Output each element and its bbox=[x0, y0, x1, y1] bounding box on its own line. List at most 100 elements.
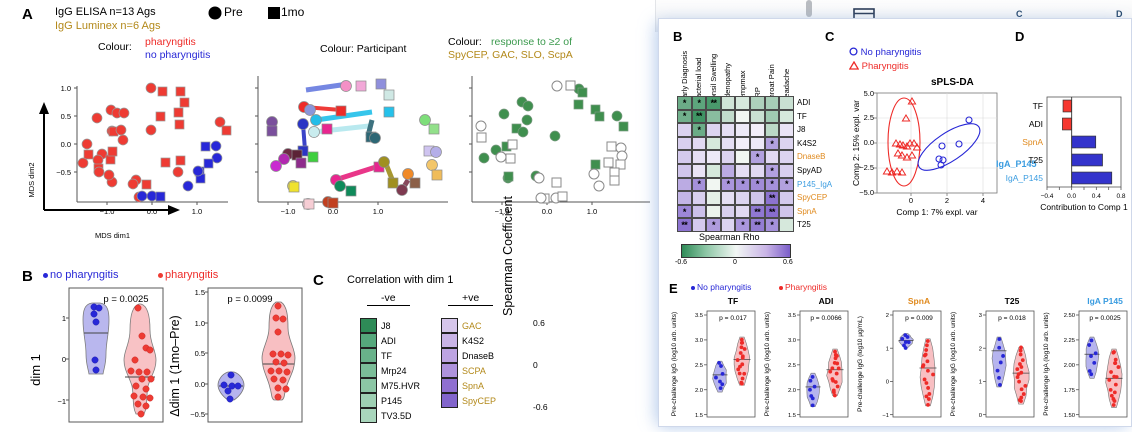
heatmap-cell: ** bbox=[677, 218, 692, 232]
heatmap-cell: * bbox=[735, 177, 750, 192]
violin-data-point bbox=[1113, 361, 1118, 366]
violin-data-point bbox=[926, 397, 931, 401]
panel-b-violin-delta-dim1: 1.5 1.0 0.5 0.0 −0.5 Δdim 1 (1mo–Pre) p = 0… bbox=[168, 287, 303, 423]
panel-c-splsda-letter: C bbox=[825, 29, 835, 44]
panel-e-pvalue: p = 0.017 bbox=[719, 315, 747, 322]
heatmap-cell bbox=[706, 163, 721, 178]
violin-data-point bbox=[738, 351, 743, 355]
panel-e-violin-plot: T25 3 2 1 0 Pre-challenge IgG (log10 arb. uni… bbox=[944, 295, 1037, 425]
violin-data-point bbox=[1015, 375, 1020, 380]
violin-data-point bbox=[998, 382, 1002, 387]
panel-a: A IgG ELISA n=13 Ags IgG Luminex n=6 Ags… bbox=[0, 0, 660, 255]
violin-data-point bbox=[720, 382, 725, 387]
violin-data-point bbox=[1089, 354, 1093, 358]
heatmap-cell bbox=[691, 191, 707, 205]
panel-e-ytick: 2.5 bbox=[695, 363, 703, 369]
violin-data-point bbox=[1017, 379, 1021, 384]
heatmap-cell bbox=[691, 163, 707, 178]
violin-data-point bbox=[1113, 382, 1118, 387]
panel-a1-colour-no-pharyngitis: no pharyngitis bbox=[145, 49, 211, 61]
onemo-marker-icon bbox=[268, 7, 280, 19]
panel-c-scalebar-label: Spearman Coefficient bbox=[501, 196, 515, 316]
violin-data-point bbox=[810, 375, 815, 379]
panel-b-violin1-ylabel: dim 1 bbox=[28, 354, 43, 386]
heatmap-cell bbox=[720, 150, 736, 164]
violin-data-point bbox=[1107, 378, 1112, 382]
heatmap-cell bbox=[720, 218, 736, 232]
heatmap-cell: * bbox=[706, 218, 721, 232]
violin-data-point bbox=[1001, 354, 1005, 358]
svg-text:1.0: 1.0 bbox=[195, 319, 205, 328]
heatmap-colorbar-tick-hi: 0.6 bbox=[783, 259, 793, 266]
panel-e-ytick: −1 bbox=[882, 413, 889, 419]
violin-data-point bbox=[931, 372, 935, 377]
panel-c-col-pos: +ve bbox=[448, 292, 494, 306]
violin-data-point bbox=[833, 380, 838, 384]
violin-data-point bbox=[926, 368, 930, 373]
violin-data-point bbox=[738, 364, 742, 369]
correlation-antigen-label: P145 bbox=[381, 395, 403, 406]
violin-data-point bbox=[737, 371, 742, 376]
violin-data-point bbox=[1092, 361, 1097, 365]
violin-data-point bbox=[925, 359, 930, 364]
heatmap-row-label: J8 bbox=[797, 125, 806, 135]
violin-data-point bbox=[1093, 351, 1098, 356]
correlation-antigen-label: SpnA bbox=[462, 380, 485, 391]
heatmap-cell bbox=[779, 218, 794, 232]
correlation-swatch bbox=[360, 333, 377, 348]
panel-e-letter: E bbox=[669, 281, 678, 296]
panel-e-ylabel: Pre-challenge IgG (log10 arb. units) bbox=[671, 312, 678, 416]
violin-data-point bbox=[1114, 375, 1119, 379]
heatmap-cell bbox=[720, 204, 736, 219]
correlation-swatch bbox=[360, 408, 377, 423]
panel-a-letter: A bbox=[22, 6, 33, 23]
violin-data-point bbox=[1112, 390, 1117, 395]
violin-data-point bbox=[739, 341, 744, 345]
contribution-category-label: ADI bbox=[1029, 119, 1043, 129]
panel-a-scatter-2: −1.0 0.0 1.0 bbox=[255, 76, 448, 216]
heatmap-cell: * bbox=[764, 177, 780, 192]
heatmap-cell bbox=[706, 150, 721, 164]
correlation-swatch bbox=[441, 393, 458, 408]
heatmap-cell bbox=[720, 109, 736, 124]
correlation-antigen-label: Mrp24 bbox=[381, 365, 407, 376]
violin-data-point bbox=[714, 375, 718, 380]
pre-marker-icon bbox=[208, 6, 222, 20]
panel-a3-colour-prefix: Colour: bbox=[448, 36, 482, 48]
violin-data-point bbox=[1015, 367, 1020, 372]
svg-text:−2.5: −2.5 bbox=[859, 163, 874, 172]
heatmap-cell bbox=[677, 136, 692, 151]
heatmap-cell bbox=[735, 163, 750, 178]
heatmap-grid: * * ** * ** * * * * * * * * * * ** * ** ** ** * * ** * bbox=[677, 96, 794, 232]
panel-e-pvalue: p = 0.0066 bbox=[810, 315, 842, 322]
panel-e-ytick: 1.75 bbox=[1064, 388, 1075, 394]
correlation-row-positive: SpyCEP bbox=[441, 393, 496, 408]
heatmap-cell bbox=[779, 191, 794, 205]
violin-data-point bbox=[1019, 399, 1023, 403]
violin-data-point bbox=[718, 386, 723, 391]
heatmap-cell bbox=[720, 136, 736, 151]
panel-e-ytick: 1.5 bbox=[788, 413, 796, 419]
heatmap-cell bbox=[706, 123, 721, 137]
correlation-row-positive: SCPA bbox=[441, 363, 496, 378]
correlation-antigen-label: SpyCEP bbox=[462, 395, 497, 406]
scrollbar-thumb[interactable] bbox=[806, 0, 812, 17]
panel-a-header-luminex: IgG Luminex n=6 Ags bbox=[55, 20, 161, 32]
svg-text:0.0: 0.0 bbox=[864, 138, 874, 147]
svg-text:1.0: 1.0 bbox=[61, 84, 71, 93]
correlation-antigen-label: TV3.5D bbox=[381, 410, 412, 421]
heatmap-cell bbox=[749, 123, 765, 137]
heatmap-row-label: TF bbox=[797, 111, 807, 121]
violin-data-point bbox=[903, 346, 908, 350]
panel-e-ytick: 1 bbox=[886, 346, 889, 352]
panel-e-pvalue: p = 0.0025 bbox=[1089, 315, 1121, 322]
panel-e-ytick: 2.25 bbox=[1064, 338, 1075, 344]
panel-e-ytick: 0 bbox=[886, 380, 889, 386]
svg-text:2.5: 2.5 bbox=[864, 113, 874, 122]
panel-e-ytick: 2.00 bbox=[1064, 363, 1075, 369]
heatmap-cell bbox=[779, 163, 794, 178]
panel-b-violin-dim1: 1 0 −1 dim 1 p = 0.0025 bbox=[28, 287, 164, 423]
legend-dot-red bbox=[158, 272, 163, 278]
panel-c-positive-list: GAC K4S2 DnaseB SCPA SpnA SpyCEP bbox=[441, 318, 496, 408]
violin-data-point bbox=[719, 364, 723, 368]
